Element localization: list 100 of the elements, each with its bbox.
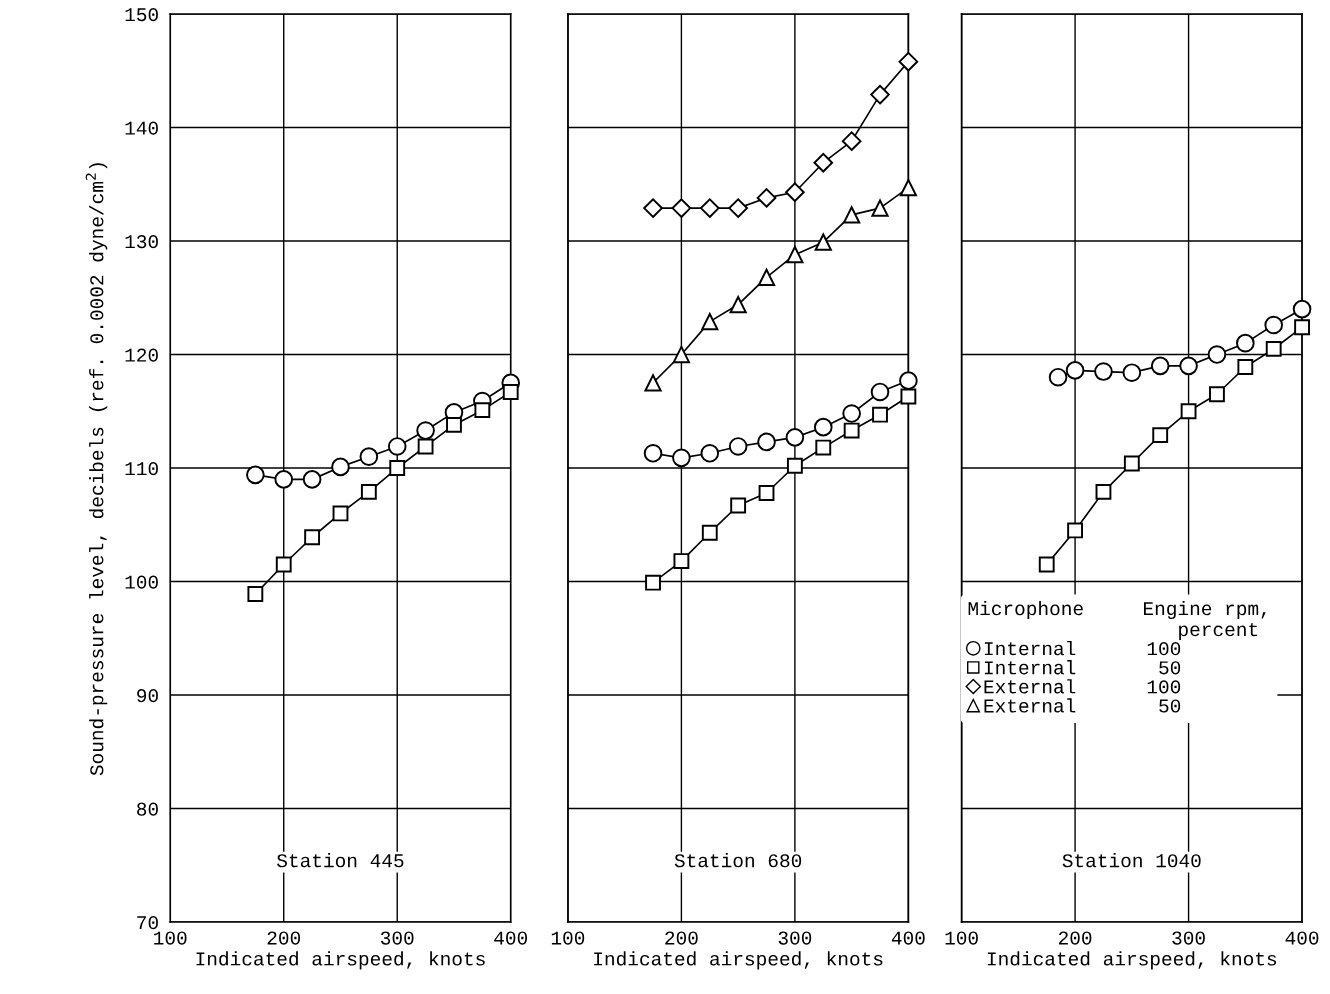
point — [1264, 315, 1283, 335]
point — [446, 416, 462, 433]
point — [1095, 483, 1112, 500]
point — [870, 382, 890, 402]
point — [275, 556, 292, 573]
y-tick-label: 70 — [137, 916, 158, 930]
point — [900, 388, 917, 405]
x-tick-label: 300 — [1172, 931, 1205, 945]
point — [786, 246, 804, 264]
x-tick-label: 300 — [778, 931, 812, 945]
y-tick-label: 100 — [125, 575, 158, 589]
point — [417, 438, 434, 455]
point — [1152, 427, 1169, 444]
point — [1294, 319, 1310, 336]
point — [304, 529, 321, 546]
point — [813, 417, 833, 437]
point — [842, 404, 861, 423]
annotation: Station 1040 — [1062, 853, 1201, 868]
point — [1094, 362, 1113, 381]
point — [1237, 359, 1254, 375]
x-tick-label: 400 — [494, 931, 528, 945]
point — [730, 497, 747, 514]
point — [673, 553, 690, 570]
point — [701, 313, 719, 331]
x-tick-label: 200 — [267, 931, 301, 945]
y-tick-label: 120 — [125, 348, 158, 362]
point — [1179, 356, 1198, 376]
point — [757, 432, 776, 452]
legend-label: Internal 100 — [984, 641, 1181, 656]
legend-title: Microphone Engine rpm, percent — [968, 600, 1266, 641]
point — [643, 198, 663, 218]
legend-label: External 100 — [984, 679, 1181, 694]
point — [671, 198, 692, 218]
point — [871, 199, 889, 217]
y-tick-label: 140 — [125, 121, 158, 135]
point — [360, 483, 377, 500]
x-axis-title: Indicated airspeed, knots — [196, 951, 485, 970]
point — [701, 524, 718, 541]
point — [699, 198, 720, 218]
point — [1207, 345, 1227, 364]
point — [843, 206, 861, 224]
x-tick-label: 400 — [891, 931, 925, 945]
point — [247, 586, 264, 602]
point — [700, 443, 720, 463]
x-axis-title: Indicated airspeed, knots — [987, 951, 1277, 970]
x-tick-label: 100 — [945, 931, 978, 945]
y-tick-label: 80 — [137, 802, 158, 816]
point — [785, 428, 805, 447]
point — [274, 470, 294, 489]
point — [813, 152, 834, 173]
point — [899, 179, 917, 197]
point — [502, 384, 519, 400]
point — [246, 465, 265, 485]
point — [870, 84, 890, 105]
point — [758, 485, 775, 501]
point — [728, 437, 748, 456]
point — [757, 268, 776, 286]
point — [389, 460, 406, 476]
point — [302, 470, 322, 489]
point — [332, 505, 349, 522]
x-tick-label: 400 — [1285, 931, 1319, 945]
point — [474, 402, 491, 419]
x-axis-title: Indicated airspeed, knots — [594, 951, 883, 970]
y-tick-label: 130 — [125, 235, 158, 249]
point — [1236, 333, 1255, 353]
point — [672, 345, 691, 364]
point — [644, 374, 662, 392]
point — [756, 188, 777, 208]
point — [331, 457, 350, 477]
point — [1150, 356, 1170, 376]
point — [1038, 556, 1055, 573]
point — [645, 574, 661, 591]
x-tick-label: 300 — [380, 931, 414, 945]
point — [1067, 522, 1083, 539]
point — [672, 448, 691, 468]
y-tick-label: 110 — [125, 462, 158, 476]
x-tick-label: 100 — [154, 931, 187, 945]
point — [898, 51, 919, 72]
point — [416, 421, 435, 440]
legend-label: Internal 50 — [984, 660, 1181, 675]
y-tick-label: 150 — [125, 8, 158, 22]
point — [785, 182, 805, 203]
point — [841, 131, 862, 151]
point — [728, 198, 748, 218]
point — [387, 437, 407, 456]
y-axis-title: Sound-pressure level, decibels (ref. 0.0002 dyne/cm$^{2}$) — [85, 163, 108, 776]
legend-label: External 50 — [984, 698, 1181, 713]
point — [815, 439, 832, 456]
point — [872, 406, 888, 423]
x-tick-label: 100 — [551, 931, 585, 945]
annotation: Station 445 — [277, 853, 404, 868]
x-tick-label: 200 — [1058, 931, 1092, 945]
point — [1292, 299, 1312, 319]
point — [899, 371, 918, 390]
point — [1122, 363, 1142, 382]
y-tick-label: 90 — [137, 689, 158, 703]
annotation: Station 680 — [674, 853, 802, 868]
point — [786, 457, 803, 474]
point — [1180, 403, 1197, 420]
point — [1065, 361, 1085, 380]
